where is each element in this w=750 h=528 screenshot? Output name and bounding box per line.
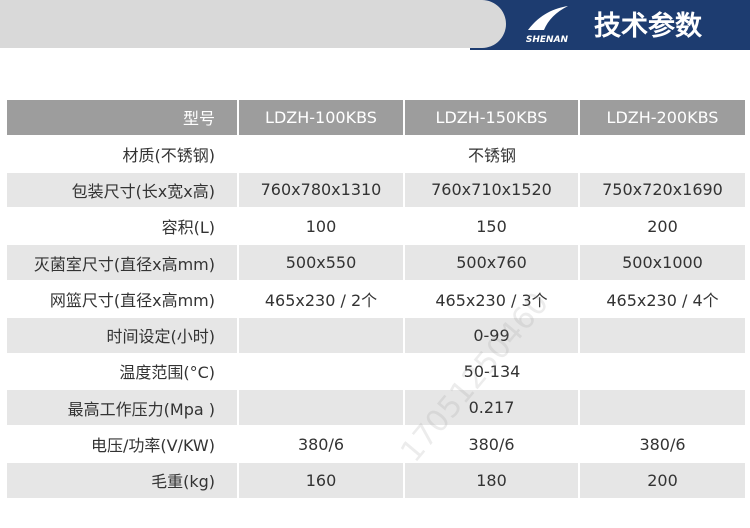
row-label: 包装尺寸(长x宽x高) bbox=[7, 172, 237, 208]
value-cell bbox=[580, 317, 745, 353]
value-cell: 150 bbox=[405, 208, 578, 244]
value-cell: 465x230 / 2个 bbox=[239, 281, 403, 317]
logo-text: SHENAN bbox=[526, 35, 569, 45]
value-cell: 100 bbox=[239, 208, 403, 244]
header-cell: LDZH-100KBS bbox=[239, 100, 403, 135]
value-cell bbox=[239, 317, 403, 353]
value-cell: 0.217 bbox=[405, 390, 578, 426]
value-cell: 180 bbox=[405, 463, 578, 498]
value-cell: 0-99 bbox=[405, 317, 578, 353]
value-cell: 200 bbox=[580, 208, 745, 244]
row-label: 网篮尺寸(直径x高mm) bbox=[7, 281, 237, 317]
banner-title: 技术参数 bbox=[594, 10, 703, 42]
row-label: 最高工作压力(Mpa ) bbox=[7, 390, 237, 426]
value-cell: 750x720x1690 bbox=[580, 172, 745, 208]
row-label: 毛重(kg) bbox=[7, 463, 237, 498]
row-label: 容积(L) bbox=[7, 208, 237, 244]
value-cell: 380/6 bbox=[239, 426, 403, 462]
merged-cell: 50-134 bbox=[239, 354, 745, 389]
value-cell: 760x710x1520 bbox=[405, 172, 578, 208]
value-cell: 465x230 / 3个 bbox=[405, 281, 578, 317]
header-cell: 型号 bbox=[7, 100, 237, 135]
value-cell: 500x550 bbox=[239, 245, 403, 280]
value-cell: 380/6 bbox=[580, 426, 745, 462]
row-label: 材质(不锈钢) bbox=[7, 136, 237, 172]
banner-light bbox=[0, 0, 506, 48]
value-cell bbox=[239, 390, 403, 426]
header-cell: LDZH-200KBS bbox=[580, 100, 745, 135]
merged-cell: 不锈钢 bbox=[239, 136, 745, 172]
row-label: 灭菌室尺寸(直径x高mm) bbox=[7, 245, 237, 280]
value-cell: 760x780x1310 bbox=[239, 172, 403, 208]
banner-dark bbox=[470, 0, 750, 50]
value-cell: 500x760 bbox=[405, 245, 578, 280]
row-label: 温度范围(°C) bbox=[7, 354, 237, 389]
header-cell: LDZH-150KBS bbox=[405, 100, 578, 135]
row-label: 电压/功率(V/KW) bbox=[7, 426, 237, 462]
row-label: 时间设定(小时) bbox=[7, 317, 237, 353]
value-cell: 465x230 / 4个 bbox=[580, 281, 745, 317]
value-cell: 160 bbox=[239, 463, 403, 498]
value-cell: 500x1000 bbox=[580, 245, 745, 280]
banner: SHENAN 技术参数 bbox=[0, 0, 750, 50]
logo-mark bbox=[528, 6, 568, 30]
value-cell bbox=[580, 390, 745, 426]
value-cell: 380/6 bbox=[405, 426, 578, 462]
value-cell: 200 bbox=[580, 463, 745, 498]
